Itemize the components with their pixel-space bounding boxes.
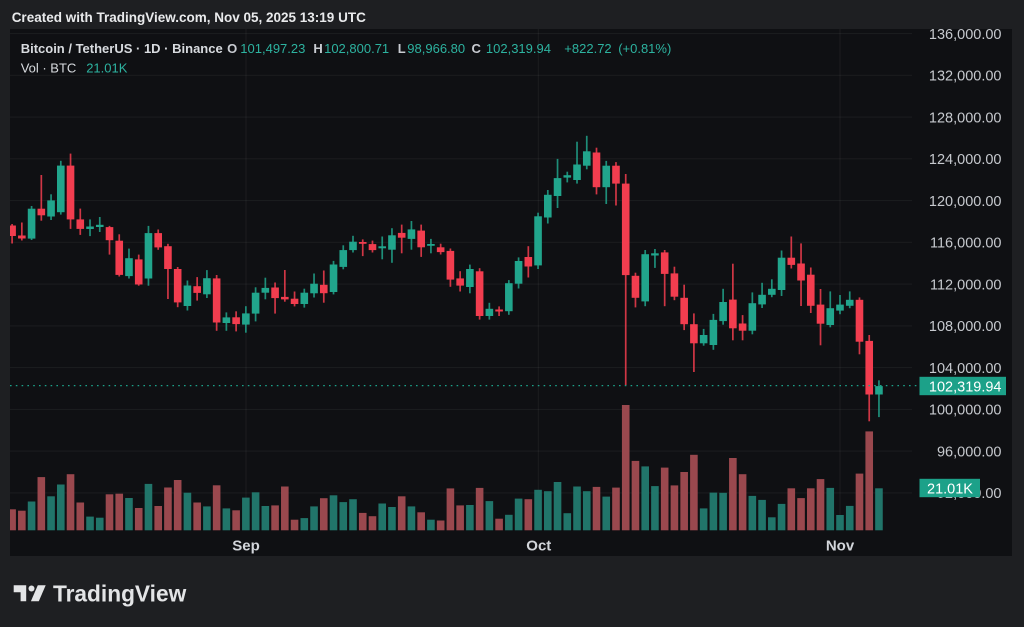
svg-text:120,000.00: 120,000.00 — [929, 194, 1002, 210]
svg-text:132,000.00: 132,000.00 — [929, 69, 1002, 85]
svg-text:TradingView: TradingView — [53, 581, 187, 607]
svg-text:136,000.00: 136,000.00 — [929, 27, 1002, 43]
svg-text:Bitcoin / TetherUS · 1D · Bina: Bitcoin / TetherUS · 1D · Binance O 101,49… — [21, 41, 672, 56]
svg-text:102,319.94: 102,319.94 — [929, 379, 1002, 395]
svg-text:Oct: Oct — [526, 538, 551, 555]
svg-text:Created with TradingView.com,: Created with TradingView.com, Nov 05, 20… — [12, 10, 366, 25]
svg-text:100,000.00: 100,000.00 — [929, 403, 1002, 419]
svg-text:128,000.00: 128,000.00 — [929, 110, 1002, 126]
svg-text:112,000.00: 112,000.00 — [930, 277, 1002, 293]
svg-text:108,000.00: 108,000.00 — [929, 319, 1002, 335]
svg-text:96,000.00: 96,000.00 — [937, 444, 1002, 460]
svg-text:104,000.00: 104,000.00 — [929, 361, 1002, 377]
svg-text:21.01K: 21.01K — [927, 481, 973, 497]
svg-text:Sep: Sep — [232, 538, 260, 555]
svg-text:124,000.00: 124,000.00 — [929, 152, 1002, 168]
svg-text:116,000.00: 116,000.00 — [930, 236, 1002, 252]
svg-text:Nov: Nov — [826, 538, 855, 555]
